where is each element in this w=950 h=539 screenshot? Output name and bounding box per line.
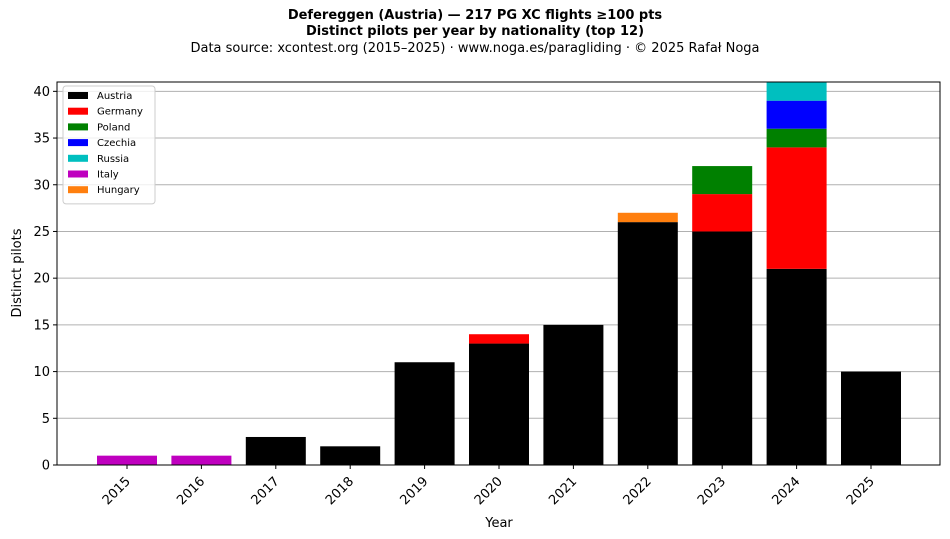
legend-swatch — [68, 154, 88, 162]
bar-segment — [692, 166, 753, 195]
legend-label: Poland — [97, 122, 130, 133]
y-tick-label: 25 — [33, 225, 50, 240]
legend-label: Hungary — [97, 185, 140, 196]
y-tick-label: 10 — [33, 365, 50, 380]
legend-swatch — [68, 186, 88, 194]
chart-source-note: Data source: xcontest.org (2015–2025) · … — [190, 41, 760, 56]
y-tick-label: 20 — [33, 272, 50, 287]
y-axis: 0 5 10 15 20 25 30 35 40 — [33, 85, 57, 474]
legend-label: Czechia — [97, 138, 136, 149]
x-tick-label: 2020 — [472, 474, 506, 508]
legend: Austria Germany Poland Czechia Russia Italy Hu… — [62, 85, 156, 205]
bar-segment — [469, 334, 529, 344]
bar-segment — [766, 147, 827, 269]
bar-segment — [97, 455, 157, 465]
bar-segment — [245, 436, 306, 465]
bar-segment — [320, 446, 381, 465]
y-tick-label: 0 — [42, 459, 50, 474]
x-tick-label: 2015 — [100, 474, 134, 508]
chart-subtitle: Distinct pilots per year by nationality … — [305, 24, 645, 39]
legend-swatch — [68, 92, 88, 99]
bar-segment — [394, 362, 455, 465]
x-tick-label: 2021 — [546, 474, 580, 508]
bar-segment — [692, 231, 753, 465]
bar-segment — [617, 212, 678, 223]
bar-segment — [692, 194, 753, 232]
x-tick-label: 2024 — [769, 474, 803, 508]
x-tick-label: 2019 — [397, 474, 431, 508]
bar-segment — [543, 324, 604, 465]
legend-swatch — [68, 123, 88, 131]
y-tick-label: 5 — [42, 412, 50, 427]
legend-label: Germany — [97, 107, 143, 118]
bar-segment — [766, 82, 827, 101]
legend-label: Italy — [97, 170, 119, 181]
legend-swatch — [68, 139, 88, 147]
chart-title: Defereggen (Austria) — 217 PG XC flights… — [287, 8, 663, 23]
x-tick-label: 2016 — [174, 474, 208, 508]
bar-segment — [617, 222, 678, 465]
legend-label: Austria — [97, 91, 132, 102]
x-tick-label: 2025 — [844, 474, 878, 508]
chart-title-block: Defereggen (Austria) — 217 PG XC flights… — [0, 8, 950, 57]
legend-swatch — [68, 107, 88, 115]
bar-segment — [469, 343, 529, 465]
y-tick-label: 35 — [33, 132, 50, 147]
legend-label: Russia — [97, 154, 129, 165]
x-tick-label: 2018 — [323, 474, 357, 508]
y-axis-label: Distinct pilots — [10, 228, 25, 317]
bar-segment — [766, 128, 827, 148]
x-tick-label: 2017 — [249, 474, 283, 508]
x-tick-label: 2022 — [621, 474, 655, 508]
bar-segment — [766, 100, 827, 129]
bars — [97, 82, 901, 465]
bar-segment — [766, 268, 827, 465]
x-axis: 2015 2016 2017 2018 2019 2020 2021 2022 2023 2024… — [100, 465, 878, 508]
y-tick-label: 30 — [33, 178, 50, 193]
y-tick-label: 40 — [33, 85, 50, 100]
legend-swatch — [68, 170, 88, 178]
y-tick-label: 15 — [33, 318, 50, 333]
x-tick-label: 2023 — [695, 474, 729, 508]
bar-segment — [841, 371, 901, 465]
x-axis-label: Year — [484, 516, 513, 531]
bar-segment — [171, 455, 232, 465]
